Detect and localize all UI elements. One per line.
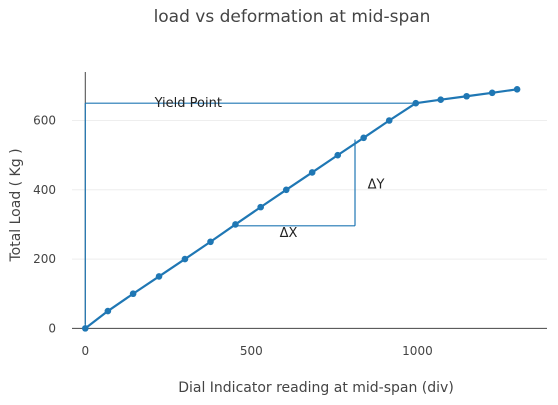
data-point [463,92,470,100]
data-point [488,89,496,97]
x-tick-label: 0 [81,344,89,358]
y-axis-title: Total Load ( Kg ) [8,148,24,262]
x-tick-label: 1000 [402,344,433,358]
data-point [385,117,393,124]
series-line [84,88,518,330]
data-point [181,255,189,263]
series-points [81,86,521,332]
data-point [207,238,214,246]
chart-title: load vs deformation at mid-span [154,7,431,27]
series-lines [84,88,518,330]
x-tick-label: 500 [240,344,263,358]
annotation-dy: ΔY [368,178,385,193]
data-point [104,307,112,315]
data-point [360,134,367,142]
y-grid [72,120,547,260]
guide-lines [84,102,416,329]
data-point [232,221,239,228]
data-point [257,203,264,211]
annotations: Yield Point ΔX ΔY [154,96,385,241]
y-tick-label: 200 [33,252,56,266]
y-tick-label: 0 [48,321,56,335]
data-point [308,169,316,176]
data-point [513,86,521,93]
annotation-dx: ΔX [280,226,298,241]
y-tick-labels: 0 200 400 600 [33,114,56,336]
y-tick-label: 600 [33,114,56,128]
data-point [81,325,89,332]
data-point [129,290,137,298]
y-tick-label: 400 [33,183,56,197]
data-point [155,273,163,280]
data-point [282,186,290,194]
data-point [412,99,420,107]
data-point [437,96,445,104]
x-axis-title: Dial Indicator reading at mid-span (div) [178,380,454,396]
x-tick-labels: 0 500 1000 [81,344,432,358]
annotation-yield: Yield Point [154,96,222,111]
data-point [334,151,342,159]
